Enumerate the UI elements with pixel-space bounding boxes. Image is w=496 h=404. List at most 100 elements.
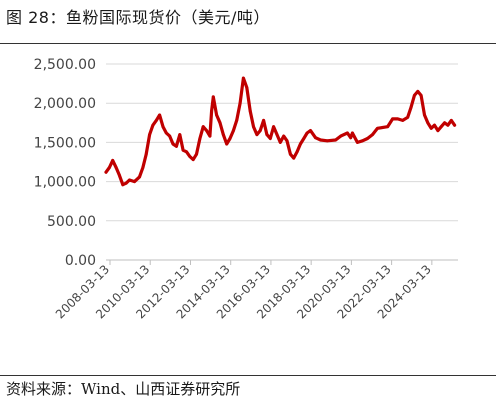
data-point-35 [221,133,225,136]
grid-layer [106,63,458,261]
data-point-78 [401,119,405,122]
data-point-33 [215,113,219,117]
data-point-48 [265,133,269,136]
data-point-88 [436,129,440,132]
data-point-79 [406,115,410,119]
data-point-34 [218,121,222,125]
data-point-87 [433,123,436,127]
data-point-24 [188,155,192,158]
data-point-61 [309,129,312,132]
data-point-22 [181,148,185,152]
data-point-38 [232,129,235,132]
data-point-68 [349,136,353,140]
y-tick-label-2: 1,000.00 [34,175,96,191]
bottom-rule [0,375,496,376]
data-point-82 [416,90,420,93]
data-point-3 [114,166,118,169]
data-point-63 [319,138,322,142]
data-point-54 [285,139,289,143]
data-point-8 [133,180,136,184]
data-point-26 [195,152,198,156]
data-point-89 [439,125,443,129]
data-point-60 [305,131,309,135]
data-point-77 [396,117,400,121]
data-point-20 [175,144,178,148]
data-point-4 [118,173,121,177]
data-point-17 [164,131,168,135]
y-tick-label-3: 1,500.00 [34,135,96,151]
data-point-12 [148,133,152,136]
data-point-28 [201,125,205,129]
data-point-85 [426,121,430,125]
data-point-32 [211,95,215,99]
data-point-86 [429,126,433,130]
data-point-53 [282,134,286,138]
data-point-55 [289,152,292,156]
data-point-40 [238,101,242,105]
data-point-74 [376,126,379,130]
data-point-14 [154,119,158,122]
data-point-0 [104,170,108,174]
data-point-16 [161,125,165,129]
data-point-56 [292,156,296,160]
data-point-10 [141,166,145,169]
data-point-65 [334,138,337,142]
data-point-21 [178,133,182,136]
data-point-43 [248,109,252,113]
data-point-90 [443,121,446,125]
series-layer [104,76,457,187]
data-point-7 [128,178,131,182]
top-rule [0,43,496,44]
data-point-58 [299,142,302,146]
data-point-72 [366,137,369,140]
data-point-83 [419,94,423,97]
data-point-47 [262,119,265,122]
data-point-31 [210,109,214,113]
data-point-67 [346,131,349,135]
data-point-50 [272,125,275,129]
data-point-39 [235,119,239,122]
data-point-52 [278,141,282,144]
data-point-51 [275,133,279,136]
data-point-6 [124,181,128,185]
data-point-9 [138,175,141,179]
data-point-76 [391,117,394,121]
data-point-37 [228,137,232,140]
data-point-49 [268,137,272,140]
data-point-29 [205,129,209,132]
data-point-11 [144,152,148,156]
data-point-70 [356,141,359,144]
data-point-27 [198,137,202,140]
data-point-5 [121,183,125,187]
data-point-15 [158,113,162,117]
y-tick-label-1: 500.00 [47,214,96,230]
y-tick-label-5: 2,500.00 [34,57,96,73]
data-point-18 [168,134,172,138]
fishmeal-price-line-chart: 0.00 500.00 1,000.00 1,500.00 2,000.00 2,500.… [34,57,458,321]
data-point-19 [171,142,175,146]
data-point-1 [108,166,111,169]
data-point-80 [409,105,413,109]
data-point-59 [302,137,306,140]
data-point-42 [245,86,249,89]
data-point-62 [314,136,317,140]
data-point-71 [361,139,364,143]
data-point-91 [446,123,450,127]
data-point-2 [111,159,115,162]
data-point-81 [413,94,416,97]
data-point-36 [225,142,229,146]
data-point-13 [151,123,155,127]
data-point-45 [255,133,259,136]
data-point-84 [423,113,426,117]
data-point-44 [252,125,255,129]
y-tick-label-0: 0.00 [65,253,96,269]
y-tick-label-4: 2,000.00 [34,96,96,112]
data-point-75 [386,125,389,129]
y-axis-tick-labels: 0.00 500.00 1,000.00 1,500.00 2,000.00 2,500.… [34,57,96,269]
data-point-93 [453,123,456,127]
data-point-46 [258,129,262,132]
series-line-0 [104,76,457,187]
data-point-66 [339,134,343,138]
data-point-69 [351,131,354,135]
chart-title: 图 28：鱼粉国际现货价（美元/吨） [6,8,270,27]
